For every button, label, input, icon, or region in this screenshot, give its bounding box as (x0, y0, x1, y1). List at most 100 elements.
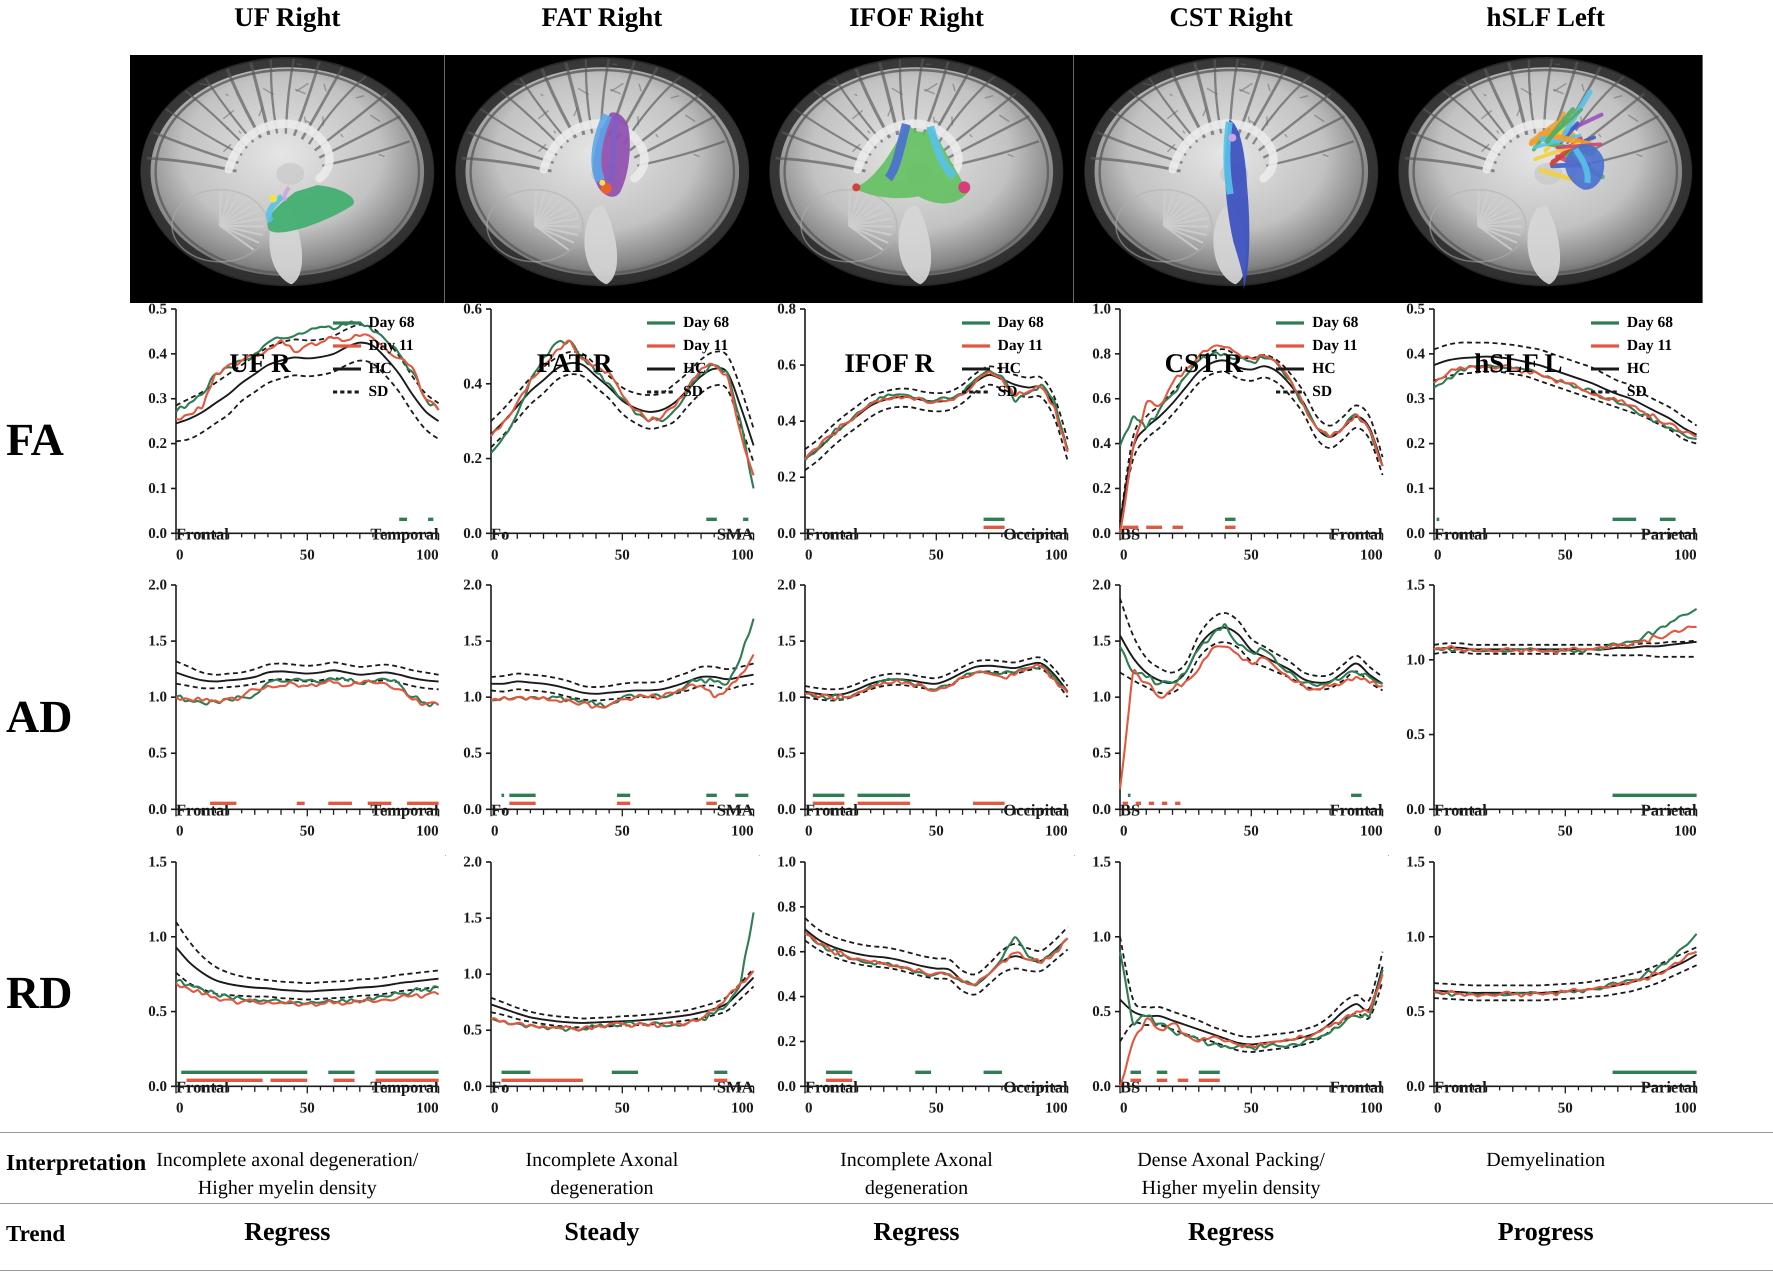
svg-text:100: 100 (1045, 547, 1067, 563)
svg-text:0.5: 0.5 (148, 746, 167, 762)
svg-text:0.6: 0.6 (777, 944, 796, 960)
svg-text:1.5: 1.5 (1092, 634, 1111, 650)
svg-text:Occipital: Occipital (1004, 1077, 1069, 1096)
svg-text:1.0: 1.0 (1092, 303, 1111, 318)
svg-text:0.2: 0.2 (148, 436, 167, 452)
svg-text:0.6: 0.6 (463, 303, 482, 318)
svg-text:0.8: 0.8 (777, 899, 796, 915)
svg-text:50: 50 (614, 824, 629, 840)
svg-text:0: 0 (805, 1100, 812, 1116)
svg-text:50: 50 (300, 547, 315, 563)
svg-text:0.0: 0.0 (777, 802, 796, 818)
svg-text:0.2: 0.2 (1092, 481, 1111, 497)
svg-text:0.6: 0.6 (1092, 391, 1111, 407)
svg-text:50: 50 (929, 547, 944, 563)
svg-text:0: 0 (491, 824, 498, 840)
svg-text:0.2: 0.2 (1407, 436, 1426, 452)
svg-text:1.0: 1.0 (1407, 929, 1426, 945)
svg-text:0.0: 0.0 (148, 1079, 167, 1095)
svg-text:Parietal: Parietal (1641, 524, 1697, 543)
svg-text:100: 100 (416, 1100, 438, 1116)
svg-text:0.0: 0.0 (463, 1079, 482, 1095)
svg-text:100: 100 (731, 547, 753, 563)
svg-text:1.5: 1.5 (777, 634, 796, 650)
svg-text:0.3: 0.3 (1407, 391, 1426, 407)
svg-text:2.0: 2.0 (1092, 579, 1111, 594)
svg-text:0.0: 0.0 (148, 802, 167, 818)
svg-text:0.5: 0.5 (777, 746, 796, 762)
svg-text:0.0: 0.0 (1407, 802, 1426, 818)
svg-text:50: 50 (1244, 824, 1259, 840)
svg-text:2.0: 2.0 (777, 579, 796, 594)
svg-text:0.8: 0.8 (777, 303, 796, 318)
svg-text:100: 100 (416, 547, 438, 563)
svg-text:Parietal: Parietal (1641, 1077, 1697, 1096)
svg-text:0: 0 (176, 1100, 183, 1116)
svg-text:1.5: 1.5 (463, 634, 482, 650)
svg-text:1.0: 1.0 (777, 856, 796, 871)
svg-text:0.5: 0.5 (1407, 303, 1426, 318)
svg-text:50: 50 (1244, 1100, 1259, 1116)
svg-text:1.0: 1.0 (463, 966, 482, 982)
svg-text:2.0: 2.0 (148, 579, 167, 594)
svg-text:50: 50 (614, 547, 629, 563)
svg-text:0.4: 0.4 (1407, 346, 1426, 362)
svg-text:0: 0 (176, 547, 183, 563)
svg-text:50: 50 (929, 1100, 944, 1116)
svg-text:50: 50 (614, 1100, 629, 1116)
svg-text:1.0: 1.0 (148, 690, 167, 706)
svg-text:100: 100 (1360, 547, 1382, 563)
svg-text:100: 100 (731, 824, 753, 840)
svg-text:0.2: 0.2 (777, 1034, 796, 1050)
svg-text:50: 50 (929, 824, 944, 840)
svg-text:Frontal: Frontal (176, 524, 229, 543)
svg-text:0: 0 (1120, 547, 1127, 563)
svg-text:0.5: 0.5 (1092, 746, 1111, 762)
svg-text:Fo: Fo (491, 801, 509, 820)
svg-text:SMA: SMA (717, 524, 754, 543)
svg-text:100: 100 (1674, 824, 1696, 840)
svg-text:1.5: 1.5 (148, 856, 167, 871)
svg-text:SMA: SMA (717, 801, 754, 820)
svg-text:100: 100 (1360, 824, 1382, 840)
svg-text:0.0: 0.0 (777, 1079, 796, 1095)
svg-text:Occipital: Occipital (1004, 801, 1069, 820)
svg-text:1.0: 1.0 (777, 690, 796, 706)
svg-text:50: 50 (1244, 547, 1259, 563)
svg-text:Frontal: Frontal (1434, 801, 1487, 820)
svg-text:0.0: 0.0 (1407, 1079, 1426, 1095)
svg-text:0: 0 (1120, 1100, 1127, 1116)
svg-text:Frontal: Frontal (805, 524, 858, 543)
svg-text:Occipital: Occipital (1004, 524, 1069, 543)
svg-text:0.4: 0.4 (777, 989, 796, 1005)
svg-text:1.5: 1.5 (463, 910, 482, 926)
svg-text:Frontal: Frontal (1434, 524, 1487, 543)
svg-text:Parietal: Parietal (1641, 801, 1697, 820)
svg-text:1.0: 1.0 (1407, 653, 1426, 669)
svg-text:0.0: 0.0 (1407, 526, 1426, 542)
svg-text:Frontal: Frontal (1330, 524, 1383, 543)
svg-text:0: 0 (1434, 1100, 1441, 1116)
svg-text:100: 100 (1674, 547, 1696, 563)
svg-text:50: 50 (300, 824, 315, 840)
svg-text:100: 100 (416, 824, 438, 840)
svg-text:1.5: 1.5 (1407, 856, 1426, 871)
svg-text:Frontal: Frontal (1330, 801, 1383, 820)
svg-text:50: 50 (300, 1100, 315, 1116)
svg-text:1.5: 1.5 (1407, 579, 1426, 594)
svg-text:0: 0 (805, 547, 812, 563)
svg-text:Frontal: Frontal (1434, 1077, 1487, 1096)
svg-text:0.4: 0.4 (463, 376, 482, 392)
svg-text:100: 100 (1045, 1100, 1067, 1116)
svg-text:0.8: 0.8 (1092, 346, 1111, 362)
svg-text:2.0: 2.0 (463, 856, 482, 871)
svg-text:0.0: 0.0 (463, 526, 482, 542)
svg-text:Frontal: Frontal (1330, 1077, 1383, 1096)
svg-text:1.0: 1.0 (463, 690, 482, 706)
svg-text:0.6: 0.6 (777, 358, 796, 374)
svg-text:0.5: 0.5 (148, 1004, 167, 1020)
svg-text:100: 100 (731, 1100, 753, 1116)
svg-text:0.5: 0.5 (1407, 1004, 1426, 1020)
svg-text:100: 100 (1045, 824, 1067, 840)
svg-text:0.0: 0.0 (148, 526, 167, 542)
